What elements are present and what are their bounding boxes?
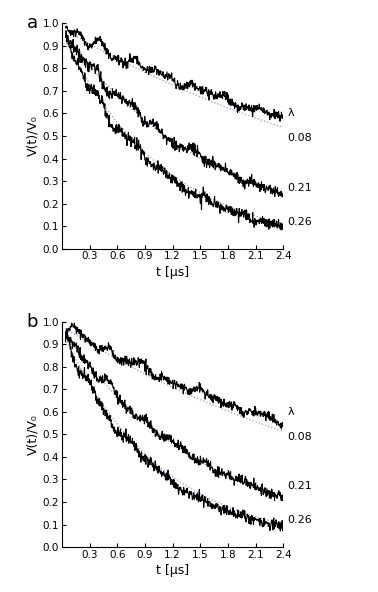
Text: λ: λ bbox=[288, 108, 294, 118]
Y-axis label: V(t)/V₀: V(t)/V₀ bbox=[27, 115, 40, 156]
Text: 0.08: 0.08 bbox=[288, 133, 313, 143]
Text: 0.21: 0.21 bbox=[288, 183, 313, 193]
Text: 0.26: 0.26 bbox=[288, 217, 313, 227]
X-axis label: t [μs]: t [μs] bbox=[156, 564, 189, 577]
Y-axis label: V(t)/V₀: V(t)/V₀ bbox=[27, 414, 40, 455]
Text: λ: λ bbox=[288, 407, 294, 417]
Text: 0.21: 0.21 bbox=[288, 481, 313, 491]
Text: 0.26: 0.26 bbox=[288, 515, 313, 525]
Text: b: b bbox=[26, 313, 38, 331]
X-axis label: t [μs]: t [μs] bbox=[156, 266, 189, 279]
Text: a: a bbox=[26, 14, 37, 33]
Text: 0.08: 0.08 bbox=[288, 432, 313, 442]
